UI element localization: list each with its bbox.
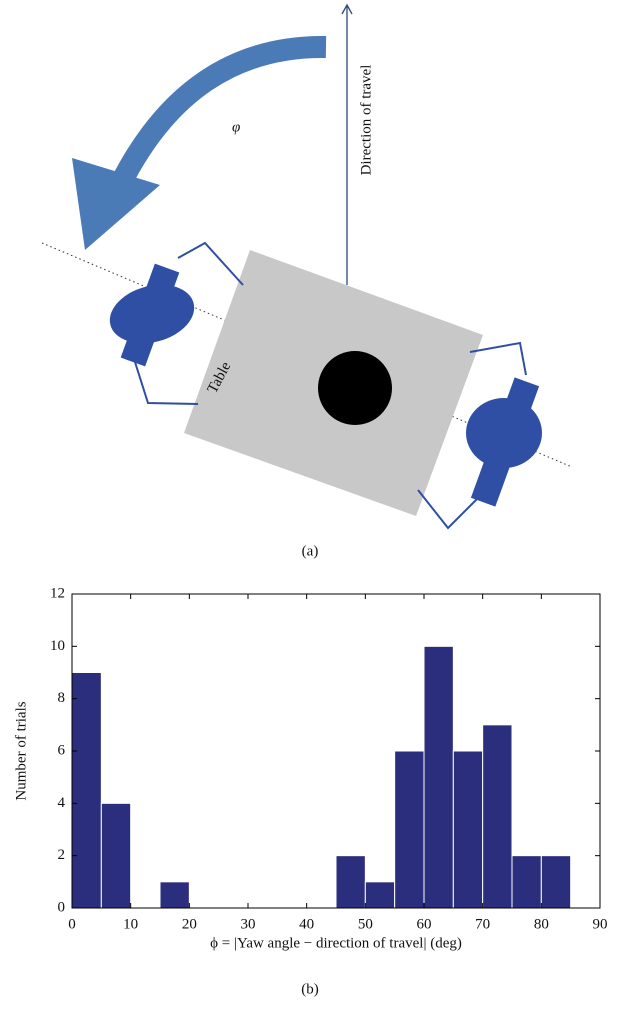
y-axis-label: Number of trials (13, 701, 29, 800)
caption: (a) (302, 543, 319, 559)
caption: (b) (301, 981, 319, 997)
x-tick-label: 0 (68, 916, 76, 932)
diagram: φ Direction of travel Table (a) (42, 5, 572, 559)
x-tick-label: 30 (241, 916, 256, 932)
bar (336, 856, 365, 908)
bar (512, 856, 541, 908)
x-tick-label: 60 (417, 916, 432, 932)
x-tick-label: 90 (593, 916, 608, 932)
wire (418, 490, 478, 528)
ball (318, 351, 392, 425)
rotation-arrowhead (72, 158, 160, 250)
figure: φ Direction of travel Table (a) 0 2 4 6 8 10 1… (0, 0, 620, 1009)
x-axis-label: ϕ = |Yaw angle − direction of travel| (d… (210, 935, 462, 951)
bar (365, 882, 394, 908)
y-tick-label: 12 (50, 585, 65, 601)
x-tick-label: 80 (534, 916, 549, 932)
direction-label: Direction of travel (358, 65, 374, 176)
bar (483, 725, 512, 908)
x-tick-label: 50 (358, 916, 373, 932)
motor-left (103, 264, 201, 367)
bar (160, 882, 189, 908)
bar (424, 646, 453, 908)
y-tick-label: 6 (58, 742, 66, 758)
wire (470, 343, 526, 375)
y-tick-label: 10 (50, 638, 65, 654)
x-tick-label: 40 (299, 916, 314, 932)
angle-label: φ (232, 119, 240, 135)
y-tick-label: 2 (58, 847, 66, 863)
rotation-arrow (120, 47, 326, 185)
x-tick-label: 10 (123, 916, 138, 932)
bar (72, 673, 101, 909)
wire (178, 243, 243, 285)
motor-right (466, 377, 542, 506)
y-tick-label: 4 (58, 795, 66, 811)
bar (541, 856, 570, 908)
y-tick-label: 8 (58, 690, 66, 706)
motor-body (466, 398, 542, 468)
motor-body (103, 276, 201, 352)
histogram: 0 2 4 6 8 10 12 0 10 20 30 40 50 60 70 80 90 ϕ = |Yaw ang… (13, 585, 607, 997)
bar (395, 751, 424, 908)
y-tick-label: 0 (58, 899, 66, 915)
x-tick-label: 20 (182, 916, 197, 932)
bar (453, 751, 482, 908)
x-tick-label: 70 (475, 916, 490, 932)
bar (101, 803, 130, 908)
